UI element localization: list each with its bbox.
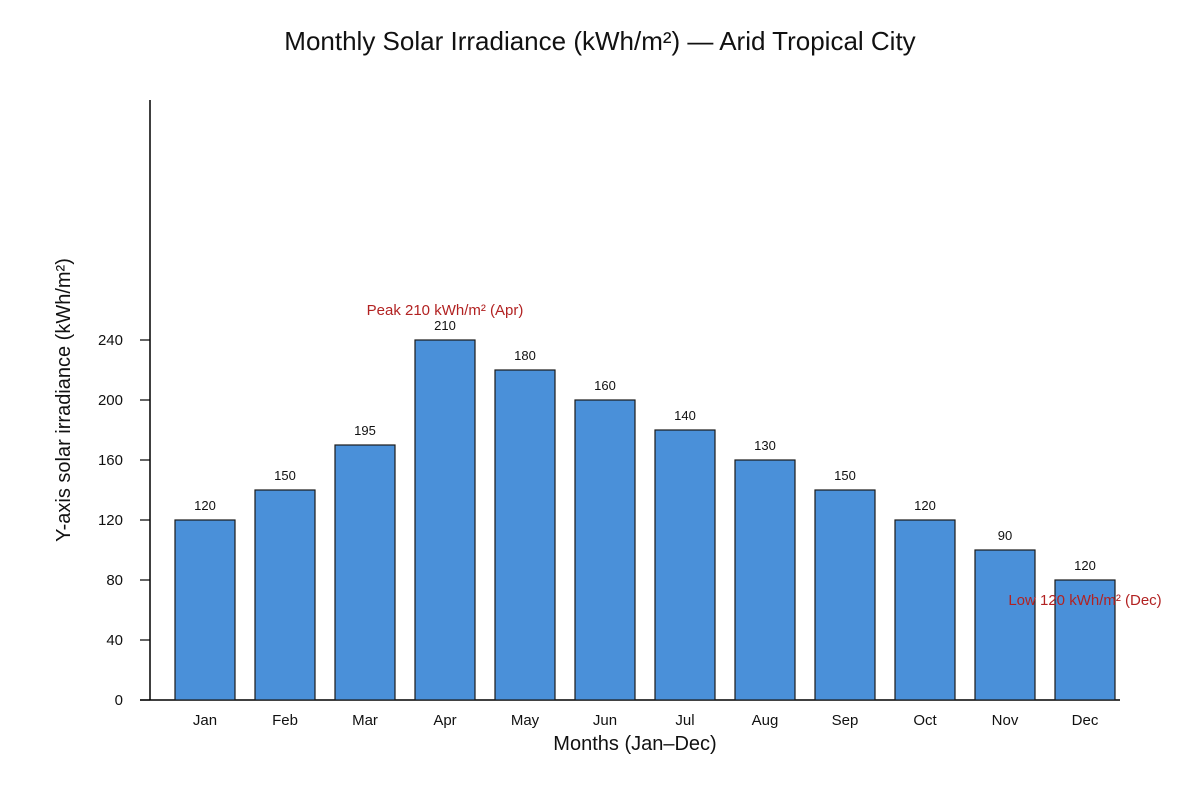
data-label: 150 [274,468,296,483]
bar-apr [414,339,476,701]
data-labels: 120 150 195 210 180 160 140 130 150 120 90 120 [194,318,1096,573]
peak-annotation: Peak 210 kWh/m² (Apr) [367,302,524,319]
bar-nov [974,549,1036,701]
bar-mar [334,444,396,701]
annotations: Peak 210 kWh/m² (Apr) Low 120 kWh/m² (Dec… [367,302,1162,609]
x-axis-label: Months (Jan–Dec) [553,733,716,755]
data-label: 140 [674,408,696,423]
y-tick-label: 80 [106,572,123,589]
low-annotation: Low 120 kWh/m² (Dec) [1008,592,1161,609]
chart-title: Monthly Solar Irradiance (kWh/m²) — Arid… [284,26,915,56]
bars [174,339,1116,701]
y-tick-label: 240 [98,332,123,349]
x-tick-label: May [511,712,540,729]
y-ticks: 0 40 80 120 160 200 240 [98,332,150,709]
y-axis-label: Y-axis solar irradiance (kWh/m²) [53,258,75,542]
data-label: 130 [754,438,776,453]
x-tick-label: Nov [992,712,1019,729]
bar-feb [254,489,316,701]
data-label: 150 [834,468,856,483]
x-tick-label: Feb [272,712,298,729]
bar-dec [1054,579,1116,701]
y-tick-label: 0 [115,692,123,709]
bar-oct [894,519,956,701]
bar-jul [654,429,716,701]
data-label: 120 [194,498,216,513]
x-tick-label: Jan [193,712,217,729]
x-ticks: Jan Feb Mar Apr May Jun Jul Aug Sep Oct Nov Dec [193,712,1099,729]
data-label: 120 [914,498,936,513]
x-tick-label: Apr [433,712,456,729]
data-label: 210 [434,318,456,333]
data-label: 120 [1074,558,1096,573]
x-tick-label: Oct [913,712,937,729]
bar-jan [174,519,236,701]
x-tick-label: Jun [593,712,617,729]
data-label: 195 [354,423,376,438]
x-tick-label: Dec [1072,712,1099,729]
data-label: 160 [594,378,616,393]
y-tick-label: 160 [98,452,123,469]
bar-aug [734,459,796,701]
data-label: 90 [998,528,1012,543]
x-tick-label: Sep [832,712,859,729]
data-label: 180 [514,348,536,363]
x-tick-label: Aug [752,712,779,729]
bar-jun [574,399,636,701]
x-tick-label: Jul [675,712,694,729]
y-tick-label: 120 [98,512,123,529]
x-tick-label: Mar [352,712,378,729]
bar-sep [814,489,876,701]
y-tick-label: 200 [98,392,123,409]
bar-may [494,369,556,701]
y-tick-label: 40 [106,632,123,649]
